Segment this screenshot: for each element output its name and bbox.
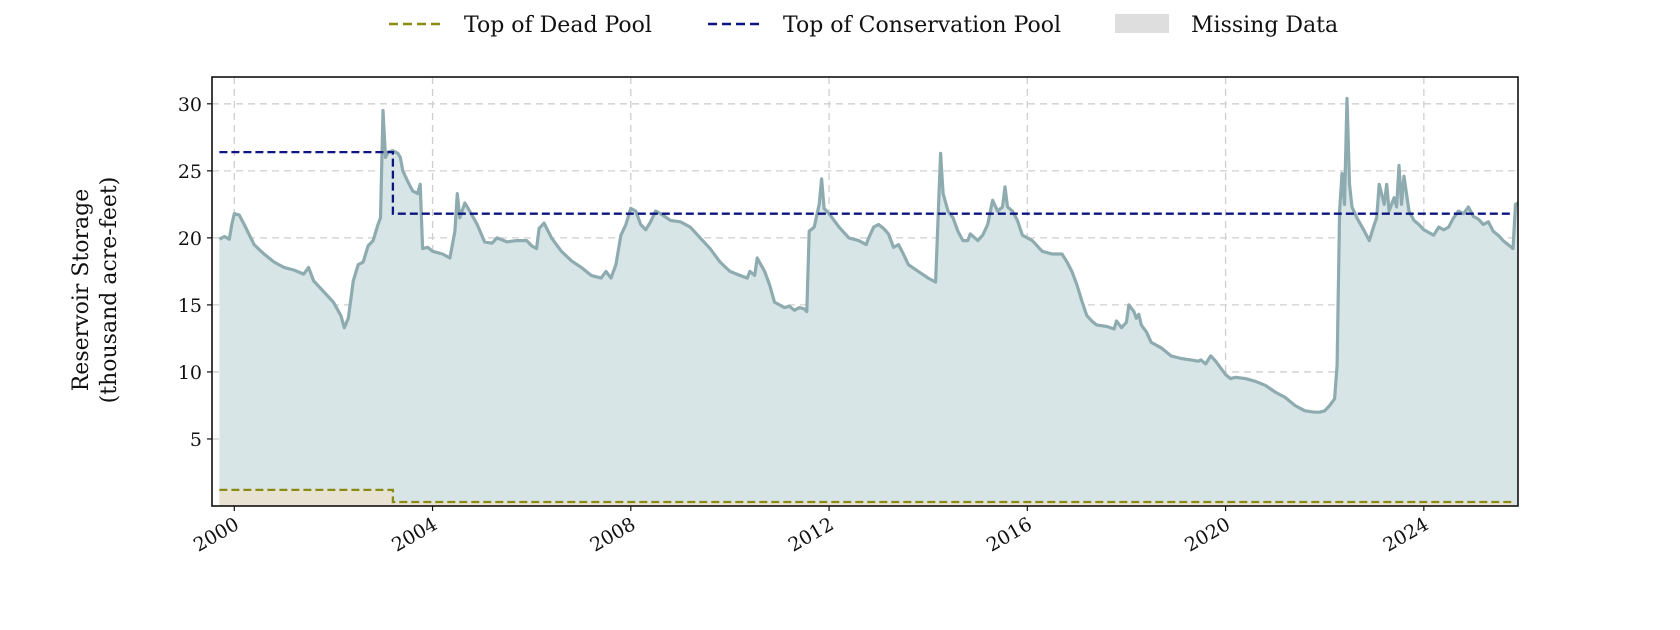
- dead-pool-line: [219, 488, 1513, 504]
- x-tick-label: 2012: [785, 513, 838, 556]
- legend-missing-data-label: Missing Data: [1191, 13, 1338, 38]
- y-tick-label: 10: [178, 362, 202, 384]
- dead-pool-fill: [219, 489, 1514, 506]
- x-tick-label: 2000: [190, 513, 243, 556]
- plot-frame: [211, 76, 1519, 507]
- x-axis-ticks: 2000 2004 2008 2012 2016 2020 2024: [190, 506, 1432, 557]
- x-tick-label: 2020: [1181, 513, 1234, 556]
- y-axis-label-line-1: Reservoir Storage: [69, 189, 94, 392]
- storage-area-fill: [219, 98, 1518, 506]
- y-axis-ticks: 5 10 15 20 25 30: [178, 94, 212, 451]
- legend-dead-pool-label: Top of Dead Pool: [464, 13, 652, 38]
- plot-inner: [212, 77, 1518, 506]
- legend: Top of Dead Pool Top of Conservation Poo…: [389, 13, 1338, 38]
- legend-missing-data-swatch: [1115, 14, 1169, 33]
- y-tick-label: 20: [178, 228, 202, 250]
- y-tick-label: 15: [178, 295, 202, 317]
- y-axis-label-line-2: (thousand acre-feet): [97, 177, 122, 404]
- x-tick-label: 2024: [1379, 513, 1432, 556]
- plot-area: [211, 76, 1519, 507]
- legend-conservation-pool-label: Top of Conservation Pool: [783, 13, 1061, 38]
- y-tick-label: 5: [190, 429, 202, 451]
- x-tick-label: 2004: [388, 513, 441, 556]
- storage-line: [218, 96, 1518, 414]
- y-tick-label: 30: [178, 94, 202, 116]
- y-axis-label: Reservoir Storage (thousand acre-feet): [69, 177, 122, 404]
- x-tick-label: 2016: [983, 513, 1036, 556]
- x-tick-label: 2008: [586, 513, 639, 556]
- conservation-pool-line: [219, 150, 1513, 215]
- y-tick-label: 25: [178, 161, 202, 183]
